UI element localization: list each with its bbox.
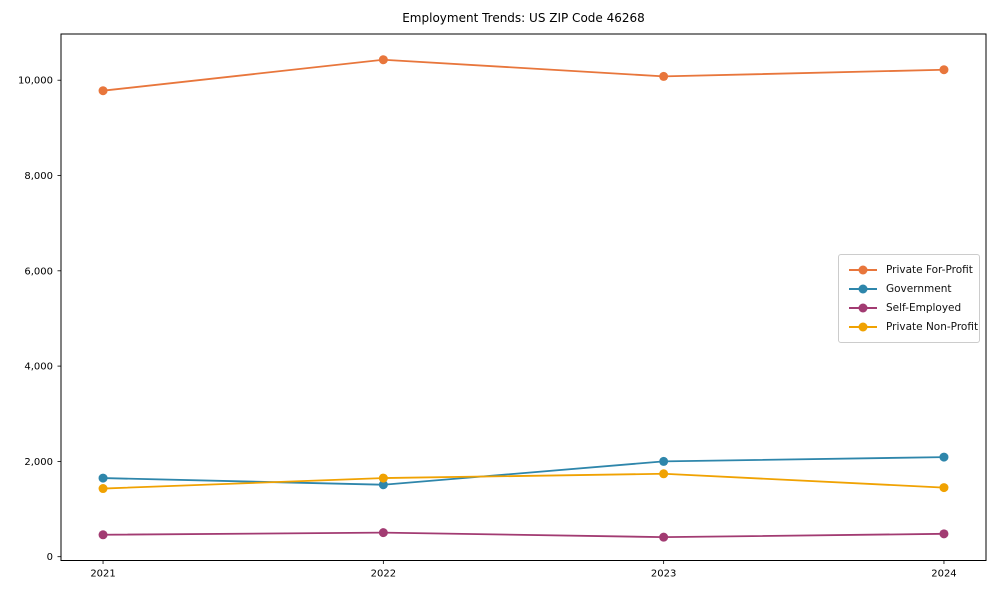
data-point-marker <box>378 473 388 483</box>
legend-label: Private Non-Profit <box>886 321 979 333</box>
legend-item-private-for-profit: Private For-Profit <box>848 261 973 279</box>
data-point-marker <box>659 532 669 542</box>
data-point-marker <box>659 71 669 81</box>
y-tick-label: 2,000 <box>24 457 53 468</box>
x-tick-label: 2023 <box>651 569 676 580</box>
data-point-marker <box>939 452 949 462</box>
series-line-private-for-profit <box>102 58 944 92</box>
legend-line-marker-icon <box>849 322 877 332</box>
y-tick-label: 8,000 <box>24 171 53 182</box>
chart-title: Employment Trends: US ZIP Code 46268 <box>402 11 645 25</box>
legend-item-self-employed: Self-Employed <box>848 299 971 317</box>
data-point-marker <box>378 55 388 65</box>
data-point-marker <box>98 530 108 540</box>
data-point-marker <box>939 529 949 539</box>
data-point-marker <box>378 528 388 538</box>
y-tick-label: 4,000 <box>24 362 53 373</box>
x-tick-label: 2021 <box>90 569 115 580</box>
legend: Private For-Profit Government Self-Employe… <box>838 254 980 343</box>
data-point-marker <box>659 469 669 479</box>
legend-line-marker-icon <box>849 284 877 294</box>
data-point-marker <box>659 456 669 466</box>
series-line-government <box>103 456 944 486</box>
legend-label: Self-Employed <box>886 302 962 314</box>
data-point-marker <box>98 484 108 494</box>
legend-line-marker-icon <box>849 303 877 313</box>
plot-frame <box>60 33 987 561</box>
data-point-marker <box>98 473 108 483</box>
legend-label: Government <box>886 283 952 295</box>
y-tick-label: 6,000 <box>24 266 53 277</box>
x-tick-label: 2022 <box>371 569 396 580</box>
data-point-marker <box>939 483 949 493</box>
data-point-marker <box>378 480 388 490</box>
x-tick-label: 2024 <box>931 569 956 580</box>
legend-label: Private For-Profit <box>886 264 973 276</box>
legend-line-marker-icon <box>849 265 877 275</box>
legend-item-government: Government <box>848 280 971 298</box>
y-tick-label: 0 <box>47 552 53 563</box>
y-tick-label: 10,000 <box>18 76 53 87</box>
legend-item-private-non-profit: Private Non-Profit <box>848 318 978 336</box>
data-point-marker <box>98 86 108 96</box>
series-line-private-non-profit <box>103 472 944 490</box>
data-point-marker <box>939 65 949 75</box>
series-line-self-employed <box>103 531 944 539</box>
